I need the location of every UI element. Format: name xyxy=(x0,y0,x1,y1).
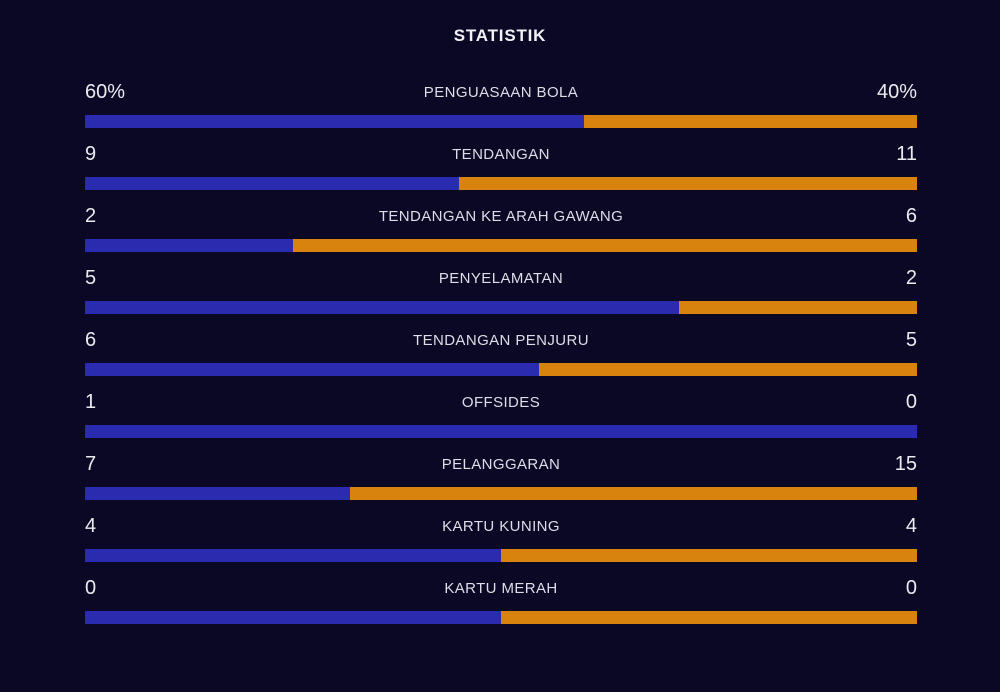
stat-label: OFFSIDES xyxy=(461,393,541,411)
home-bar-segment xyxy=(85,549,501,562)
away-bar-segment xyxy=(501,611,917,624)
stat-row-header: 4 KARTU KUNING 4 xyxy=(85,514,917,538)
home-value: 9 xyxy=(85,142,97,165)
home-bar-segment xyxy=(85,301,680,314)
away-bar-segment xyxy=(293,239,917,252)
stat-label: TENDANGAN xyxy=(452,145,550,163)
away-value: 4 xyxy=(905,514,917,537)
away-value: 5 xyxy=(905,328,917,351)
away-bar-segment xyxy=(679,301,917,314)
stat-row-header: 9 TENDANGAN 11 xyxy=(85,142,917,166)
stat-bar xyxy=(85,115,917,128)
away-value: 11 xyxy=(896,142,917,165)
home-value: 1 xyxy=(85,390,97,413)
stat-row-header: 5 PENYELAMATAN 2 xyxy=(85,266,917,290)
stat-label: KARTU MERAH xyxy=(444,579,558,597)
stat-row: 4 KARTU KUNING 4 xyxy=(85,514,917,562)
stat-row: 5 PENYELAMATAN 2 xyxy=(85,266,917,314)
stat-row: 1 OFFSIDES 0 xyxy=(85,390,917,438)
stat-row: 2 TENDANGAN KE ARAH GAWANG 6 xyxy=(85,204,917,252)
home-bar-segment xyxy=(85,239,293,252)
home-value: 0 xyxy=(85,576,97,599)
stat-row: 7 PELANGGARAN 15 xyxy=(85,452,917,500)
stat-bar xyxy=(85,177,917,190)
stat-bar xyxy=(85,301,917,314)
home-value: 7 xyxy=(85,452,97,475)
stat-label: TENDANGAN PENJURU xyxy=(413,331,589,349)
home-bar-segment xyxy=(85,363,539,376)
stat-bar xyxy=(85,425,917,438)
stat-row-header: 2 TENDANGAN KE ARAH GAWANG 6 xyxy=(85,204,917,228)
stat-label: PELANGGARAN xyxy=(441,455,561,473)
stat-label: KARTU KUNING xyxy=(442,517,560,535)
stat-row-header: 7 PELANGGARAN 15 xyxy=(85,452,917,476)
stat-label: PENYELAMATAN xyxy=(438,269,564,287)
page-title: STATISTIK xyxy=(453,26,547,45)
away-bar-segment xyxy=(349,487,917,500)
stats-rows: 60% PENGUASAAN BOLA 40% 9 TENDANGAN 11 2… xyxy=(0,80,1000,624)
home-bar-segment xyxy=(85,425,917,438)
stat-row: 0 KARTU MERAH 0 xyxy=(85,576,917,624)
home-bar-segment xyxy=(85,177,460,190)
home-value: 4 xyxy=(85,514,97,537)
home-bar-segment xyxy=(85,487,350,500)
away-bar-segment xyxy=(501,549,917,562)
home-value: 2 xyxy=(85,204,97,227)
away-value: 15 xyxy=(894,452,917,475)
stat-row-header: 0 KARTU MERAH 0 xyxy=(85,576,917,600)
away-bar-segment xyxy=(584,115,917,128)
stat-row-header: 1 OFFSIDES 0 xyxy=(85,390,917,414)
stat-label: PENGUASAAN BOLA xyxy=(423,83,579,101)
stat-row: 60% PENGUASAAN BOLA 40% xyxy=(85,80,917,128)
stat-bar xyxy=(85,611,917,624)
away-value: 2 xyxy=(905,266,917,289)
stat-bar xyxy=(85,549,917,562)
stat-row-header: 6 TENDANGAN PENJURU 5 xyxy=(85,328,917,352)
home-bar-segment xyxy=(85,611,501,624)
stat-bar xyxy=(85,239,917,252)
away-value: 6 xyxy=(905,204,917,227)
stat-bar xyxy=(85,487,917,500)
home-value: 60% xyxy=(85,80,126,103)
away-bar-segment xyxy=(459,177,917,190)
away-value: 40% xyxy=(876,80,917,103)
home-value: 5 xyxy=(85,266,97,289)
stat-row: 9 TENDANGAN 11 xyxy=(85,142,917,190)
stat-bar xyxy=(85,363,917,376)
stat-row-header: 60% PENGUASAAN BOLA 40% xyxy=(85,80,917,104)
stat-row: 6 TENDANGAN PENJURU 5 xyxy=(85,328,917,376)
stat-label: TENDANGAN KE ARAH GAWANG xyxy=(378,207,624,225)
away-bar-segment xyxy=(538,363,917,376)
away-value: 0 xyxy=(905,576,917,599)
away-value: 0 xyxy=(905,390,917,413)
home-value: 6 xyxy=(85,328,97,351)
home-bar-segment xyxy=(85,115,585,128)
